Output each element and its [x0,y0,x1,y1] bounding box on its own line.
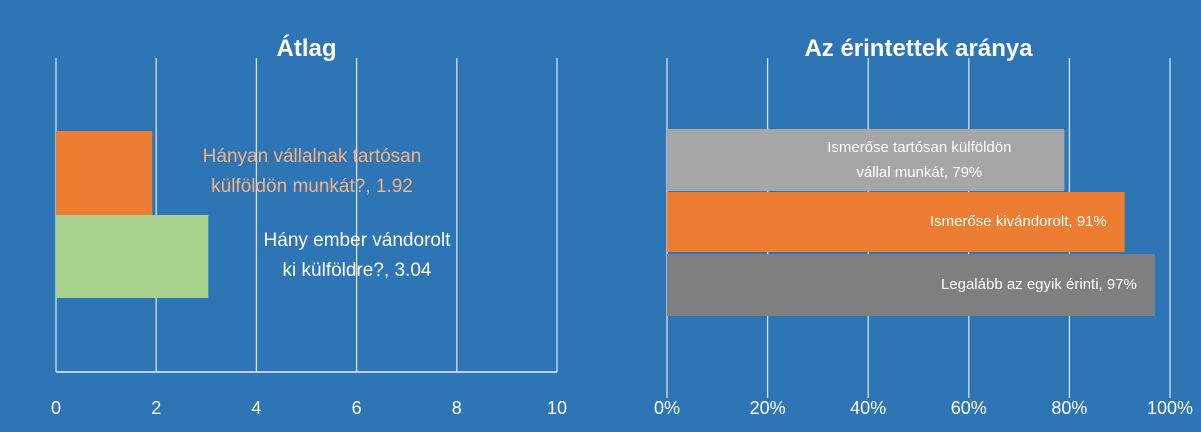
bar [667,192,1125,252]
affected-share-bars [667,129,1155,316]
average-chart-title: Átlag [277,34,337,62]
affected-share-x-tick-labels: 0% 20% 40% 60% 80% 100% [654,398,1193,418]
data-label-line: külföldön munkát?, 1.92 [211,176,413,197]
data-label-line: vállal munkát, 79% [856,164,982,181]
data-label-line: Ismerőse tartósan külföldön [827,139,1011,156]
x-tick-label: 2 [151,398,161,418]
data-label-line: ki külföldre?, 3.04 [283,260,432,281]
x-tick-label: 10 [547,398,567,418]
affected-share-chart-title: Az érintettek aránya [804,35,1033,62]
bar [56,131,153,215]
bar [667,254,1155,316]
x-tick-label: 0% [654,398,680,418]
bar [56,215,209,298]
data-label-line: Ismerőse kivándorolt, 91% [930,213,1107,230]
x-tick-label: 20% [750,398,786,418]
x-tick-label: 6 [352,398,362,418]
affected-share-data-labels: Ismerőse tartósan külföldön vállal munkát… [827,139,1137,293]
data-label-line: Hányan vállalnak tartósan [203,146,422,167]
data-label: Hányan vállalnak tartósan külföldön munká… [203,146,422,197]
data-label: Ismerőse tartósan külföldön vállal munkát… [827,139,1011,181]
x-tick-label: 60% [951,398,987,418]
x-tick-label: 8 [452,398,462,418]
data-label: Legalább az egyik érinti, 97% [941,276,1137,293]
x-tick-label: 4 [251,398,261,418]
average-data-labels: Hányan vállalnak tartósan külföldön munká… [203,146,452,281]
x-tick-label: 100% [1147,398,1193,418]
affected-share-chart: Az érintettek aránya Ismerőse tartósan k… [654,35,1193,418]
data-label: Hány ember vándorolt ki külföldre?, 3.04 [264,230,452,281]
data-label-line: Hány ember vándorolt [264,230,452,251]
data-label-line: Legalább az egyik érinti, 97% [941,276,1137,293]
average-bars [56,131,209,298]
average-chart: Átlag Hányan vállalnak tartósan külföldön… [51,34,567,418]
bar [667,129,1065,191]
x-tick-label: 40% [850,398,886,418]
x-tick-label: 0 [51,398,61,418]
average-x-tick-labels: 0 2 4 6 8 10 [51,398,567,418]
x-tick-label: 80% [1051,398,1087,418]
data-label: Ismerőse kivándorolt, 91% [930,213,1107,230]
